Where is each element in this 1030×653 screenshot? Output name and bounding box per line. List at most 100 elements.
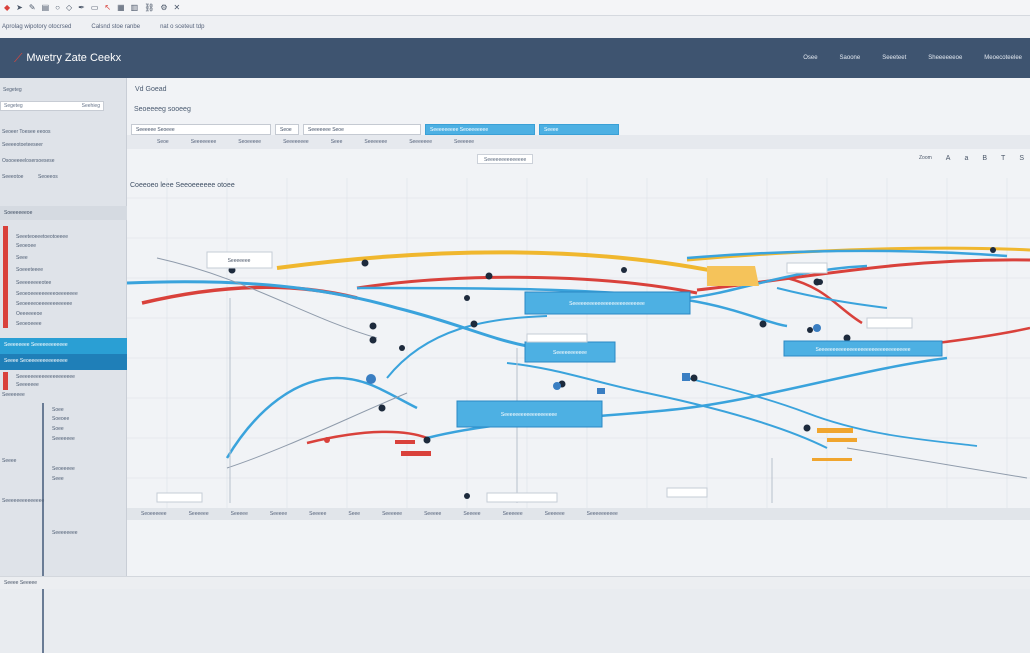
sidebar-item[interactable]: Seeeeeeeeeeeeee	[2, 498, 45, 504]
sidebar-item[interactable]: Seeeeeeeeeeeeeeeeeeee	[16, 374, 75, 380]
pencil-icon[interactable]: ✎	[28, 3, 36, 12]
red-flow-line	[936, 326, 1030, 345]
tab[interactable]: Seeeeeeee	[190, 139, 217, 145]
control-icon[interactable]: A	[945, 155, 951, 162]
sidebar-item[interactable]: Seeeotoe	[2, 174, 24, 180]
layers-icon[interactable]: ▤	[41, 3, 50, 12]
red-indicator	[3, 372, 8, 390]
sidebar-item[interactable]: Seeee	[2, 458, 17, 464]
sidebar-section-title: Soeeeeeeoe	[0, 206, 127, 220]
sidebar-item[interactable]: Soee	[52, 407, 64, 413]
axis-label: Seeeee	[463, 511, 481, 517]
toolbar-chip[interactable]: Seeeeee Seoeee	[131, 123, 271, 135]
sidebar-item[interactable]: Seoeoee	[16, 243, 37, 249]
callout-box	[156, 251, 943, 503]
breadcrumb-item[interactable]: Calsnd stoe ranbe	[91, 24, 141, 30]
tab[interactable]: Seeeeeee	[364, 139, 388, 145]
tab[interactable]: Seeeeee	[454, 139, 475, 145]
sidebar-item[interactable]: Seee	[16, 255, 28, 261]
sidebar-item[interactable]: Soeoee	[52, 416, 70, 422]
toolbar: Seeeeee Seoeee Seoe Seeeeeee Seoe Seeeee…	[127, 123, 1030, 135]
tab-bar: Seoe Seeeeeeee Seoeeeee Seeeeeeee Seee S…	[127, 135, 1030, 149]
search-button[interactable]: Seehieg	[81, 103, 100, 109]
tab[interactable]: Seoe	[157, 139, 169, 145]
circle-icon[interactable]: ○	[55, 3, 60, 12]
page-subtitle: Seoeeeeg sooeeg	[134, 106, 191, 113]
sidebar-item[interactable]: Seeeeotoeteeseer	[2, 142, 43, 148]
toolbar-chip[interactable]: Seeeeeee Seoe	[303, 123, 421, 135]
ruler-icon[interactable]: ▭	[90, 3, 99, 12]
axis-label: Seeeee	[309, 511, 327, 517]
chart-icon[interactable]: ▥	[130, 3, 139, 12]
axis-label: Seeeeee	[382, 511, 403, 517]
cursor-icon[interactable]: ↖	[104, 3, 112, 12]
blue-flow-line	[127, 280, 528, 348]
sidebar-item-selected[interactable]: Seeee Seoeeeeeeeeeeeeee	[0, 354, 127, 370]
sidebar-item-active[interactable]: Seeeeeeee Seeeeeeeeeeee	[0, 338, 127, 354]
axis-label: Seeeee	[424, 511, 442, 517]
breadcrumb-item[interactable]: Aprolag wipotory otocrsed	[2, 24, 72, 30]
sidebar-item[interactable]: Seeeeeee	[2, 392, 25, 398]
sidebar-divider	[42, 403, 44, 653]
sidebar-item[interactable]: Osooeeeelosersoesese	[2, 158, 55, 164]
sidebar-item[interactable]: Oeeeeeeoe	[16, 311, 43, 317]
settings-icon[interactable]: ⚙	[160, 3, 168, 12]
close-icon[interactable]: ✕	[173, 3, 181, 12]
pen-icon[interactable]: ✒	[78, 3, 85, 12]
blue-flow-line	[225, 376, 418, 459]
tab[interactable]: Seee	[330, 139, 343, 145]
nav-item[interactable]: Seeeteet	[882, 55, 907, 61]
tab[interactable]: Seoeeeee	[238, 139, 262, 145]
flow-nodes-red	[324, 437, 431, 456]
sidebar-item[interactable]: Soeeeteeee	[16, 267, 43, 273]
shapes-icon[interactable]: ◇	[65, 3, 73, 12]
brand[interactable]: ⟋ Mwetry Zate Ceekx	[14, 51, 121, 66]
sidebar-item[interactable]: Seee	[52, 476, 64, 482]
app-title: Mwetry Zate Ceekx	[26, 52, 122, 64]
brand-logo-icon: ⟋	[14, 50, 23, 65]
toolbar-chip[interactable]: Seoe	[275, 123, 299, 135]
sidebar-item[interactable]: Seoeeeee	[52, 466, 75, 472]
breadcrumb-bar: Aprolag wipotory otocrsed Calsnd stoe ra…	[0, 16, 1030, 38]
sidebar-item[interactable]: Seeeeeeee	[52, 530, 78, 536]
breadcrumb-item[interactable]: nat o sceteut tdp	[160, 24, 205, 30]
control-icon[interactable]: S	[1019, 155, 1024, 162]
sidebar-item[interactable]: Seoeoeeeeeeeeeoeeeeeee	[16, 291, 78, 297]
arrow-icon[interactable]: ➤	[16, 3, 23, 12]
nav-item[interactable]: Meoecoteelee	[984, 55, 1022, 61]
axis-label: Seeeeee	[188, 511, 209, 517]
zoom-control[interactable]: Zoom	[919, 155, 932, 161]
blue-flow-line	[686, 264, 868, 300]
sidebar-item[interactable]: Seoeoeeee	[16, 321, 42, 327]
control-icon[interactable]: B	[982, 155, 988, 162]
link-icon[interactable]: ⛓	[144, 3, 155, 12]
control-icon[interactable]: T	[1001, 155, 1006, 162]
callout-text: Seeeeeeeeeeeeeeeeeeeeeeeeeeeeeeeee	[815, 347, 910, 353]
tab[interactable]: Seeeeeeee	[283, 139, 309, 145]
axis-label: Seeeeeeeeee	[586, 511, 618, 517]
sidebar-item[interactable]: Seeeeeeeeotee	[16, 280, 52, 286]
toolbar-chip-active[interactable]: Seeeeeeeee Seoeeeeeee	[425, 123, 535, 135]
tab[interactable]: Seeeeeee	[409, 139, 432, 145]
toolbar-chip-active[interactable]: Seeee	[539, 123, 619, 135]
sidebar-item[interactable]: Seoeer Toesee eeoos	[2, 129, 51, 135]
nav-item[interactable]: Osee	[803, 55, 818, 61]
blue-flow-line	[506, 362, 828, 449]
sidebar-item[interactable]: Seeeteoeeetoeotoeeee	[16, 234, 68, 240]
flow-chart[interactable]: Seeeeeeeeeeeeeeeeeeeeeeeeee Seeeeeeeeeee…	[127, 178, 1030, 508]
logo-icon[interactable]: ◆	[4, 3, 11, 12]
sidebar-item[interactable]: Seeeeeee	[52, 436, 75, 442]
sidebar-item[interactable]: Seoeeeeoeeeeeeeeeeee	[16, 301, 73, 307]
nav-item[interactable]: Sheeeeeeoe	[928, 55, 963, 61]
search-input[interactable]: Segeteg Seehieg	[0, 101, 104, 111]
grid-icon[interactable]: ▦	[117, 3, 125, 12]
axis-label: Seeeeee	[502, 511, 523, 517]
nav-item[interactable]: Saoone	[839, 55, 861, 61]
sidebar-item[interactable]: Seoeeos	[38, 174, 58, 180]
gray-flow-line	[846, 447, 1028, 479]
sidebar-item[interactable]: Seeeeeee	[16, 382, 39, 388]
sidebar-item[interactable]: Soee	[52, 426, 64, 432]
status-bar: Seeee Seeeee	[0, 576, 1030, 589]
control-icon[interactable]: a	[964, 155, 969, 162]
filter-tab[interactable]: Seeeeeeeeeeeeee	[477, 154, 534, 164]
